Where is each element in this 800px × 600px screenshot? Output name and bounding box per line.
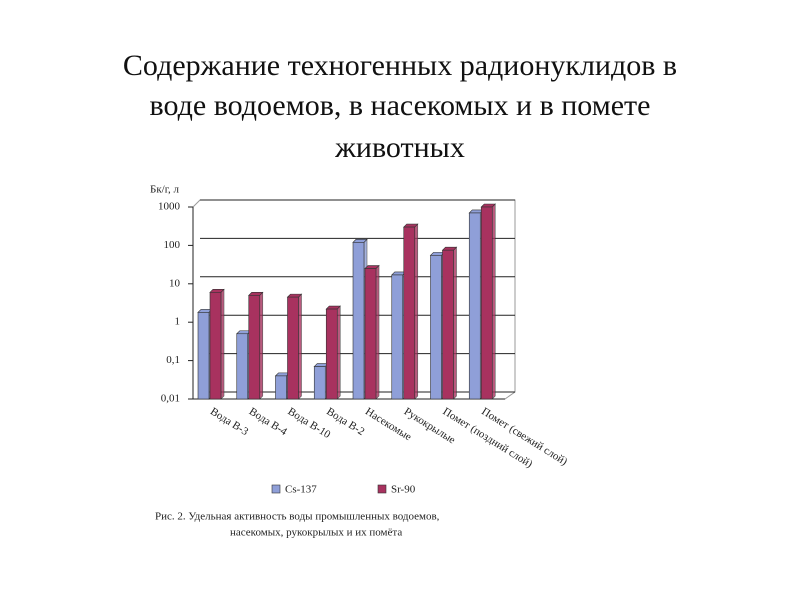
bar [248, 295, 261, 400]
y-tick-label: 1000 [158, 201, 181, 213]
bar [313, 366, 326, 400]
bar [480, 206, 493, 400]
legend-label: Cs-137 [285, 484, 317, 496]
y-tick-label: 1 [175, 316, 181, 328]
bar-side [259, 291, 264, 400]
bar [468, 212, 481, 400]
slide-title: воде водоемов, в насекомых и в помете [150, 89, 651, 122]
y-tick-label: 0,01 [161, 393, 180, 405]
x-tick-label: Вода В-4 [247, 406, 290, 439]
bar-side [336, 305, 341, 400]
x-tick-label: Вода В-3 [208, 406, 251, 439]
bar-side [375, 264, 380, 400]
bar [403, 226, 416, 400]
x-tick-label: Вода В-10 [286, 406, 333, 442]
bar [352, 242, 365, 400]
bar [287, 296, 299, 400]
y-tick-label: 10 [169, 277, 181, 289]
legend-label: Sr-90 [391, 484, 416, 496]
bar-side [298, 293, 302, 400]
y-tick-label: 0,1 [166, 354, 180, 366]
bar-side [220, 288, 225, 400]
bar [236, 333, 249, 400]
caption: насекомых, рукокрылых и их помёта [230, 527, 402, 539]
bar [430, 255, 442, 400]
bar [197, 312, 210, 400]
bar [442, 249, 454, 400]
slide-title: животных [334, 131, 465, 164]
y-tick-label: 100 [164, 239, 181, 251]
bar [209, 292, 222, 400]
bar [364, 268, 377, 400]
slide-title: Содержание техногенных радионуклидов в [123, 49, 677, 82]
bar [275, 375, 287, 400]
bar [325, 308, 338, 400]
caption: Рис. 2. Удельная активность воды промышл… [155, 511, 440, 523]
legend-swatch [271, 484, 281, 494]
bar-side [414, 223, 419, 400]
bar-side [453, 246, 457, 400]
legend-swatch [377, 484, 387, 494]
y-axis-label: Бк/г, л [150, 184, 179, 196]
bar [391, 274, 404, 400]
bar-side [491, 203, 496, 400]
